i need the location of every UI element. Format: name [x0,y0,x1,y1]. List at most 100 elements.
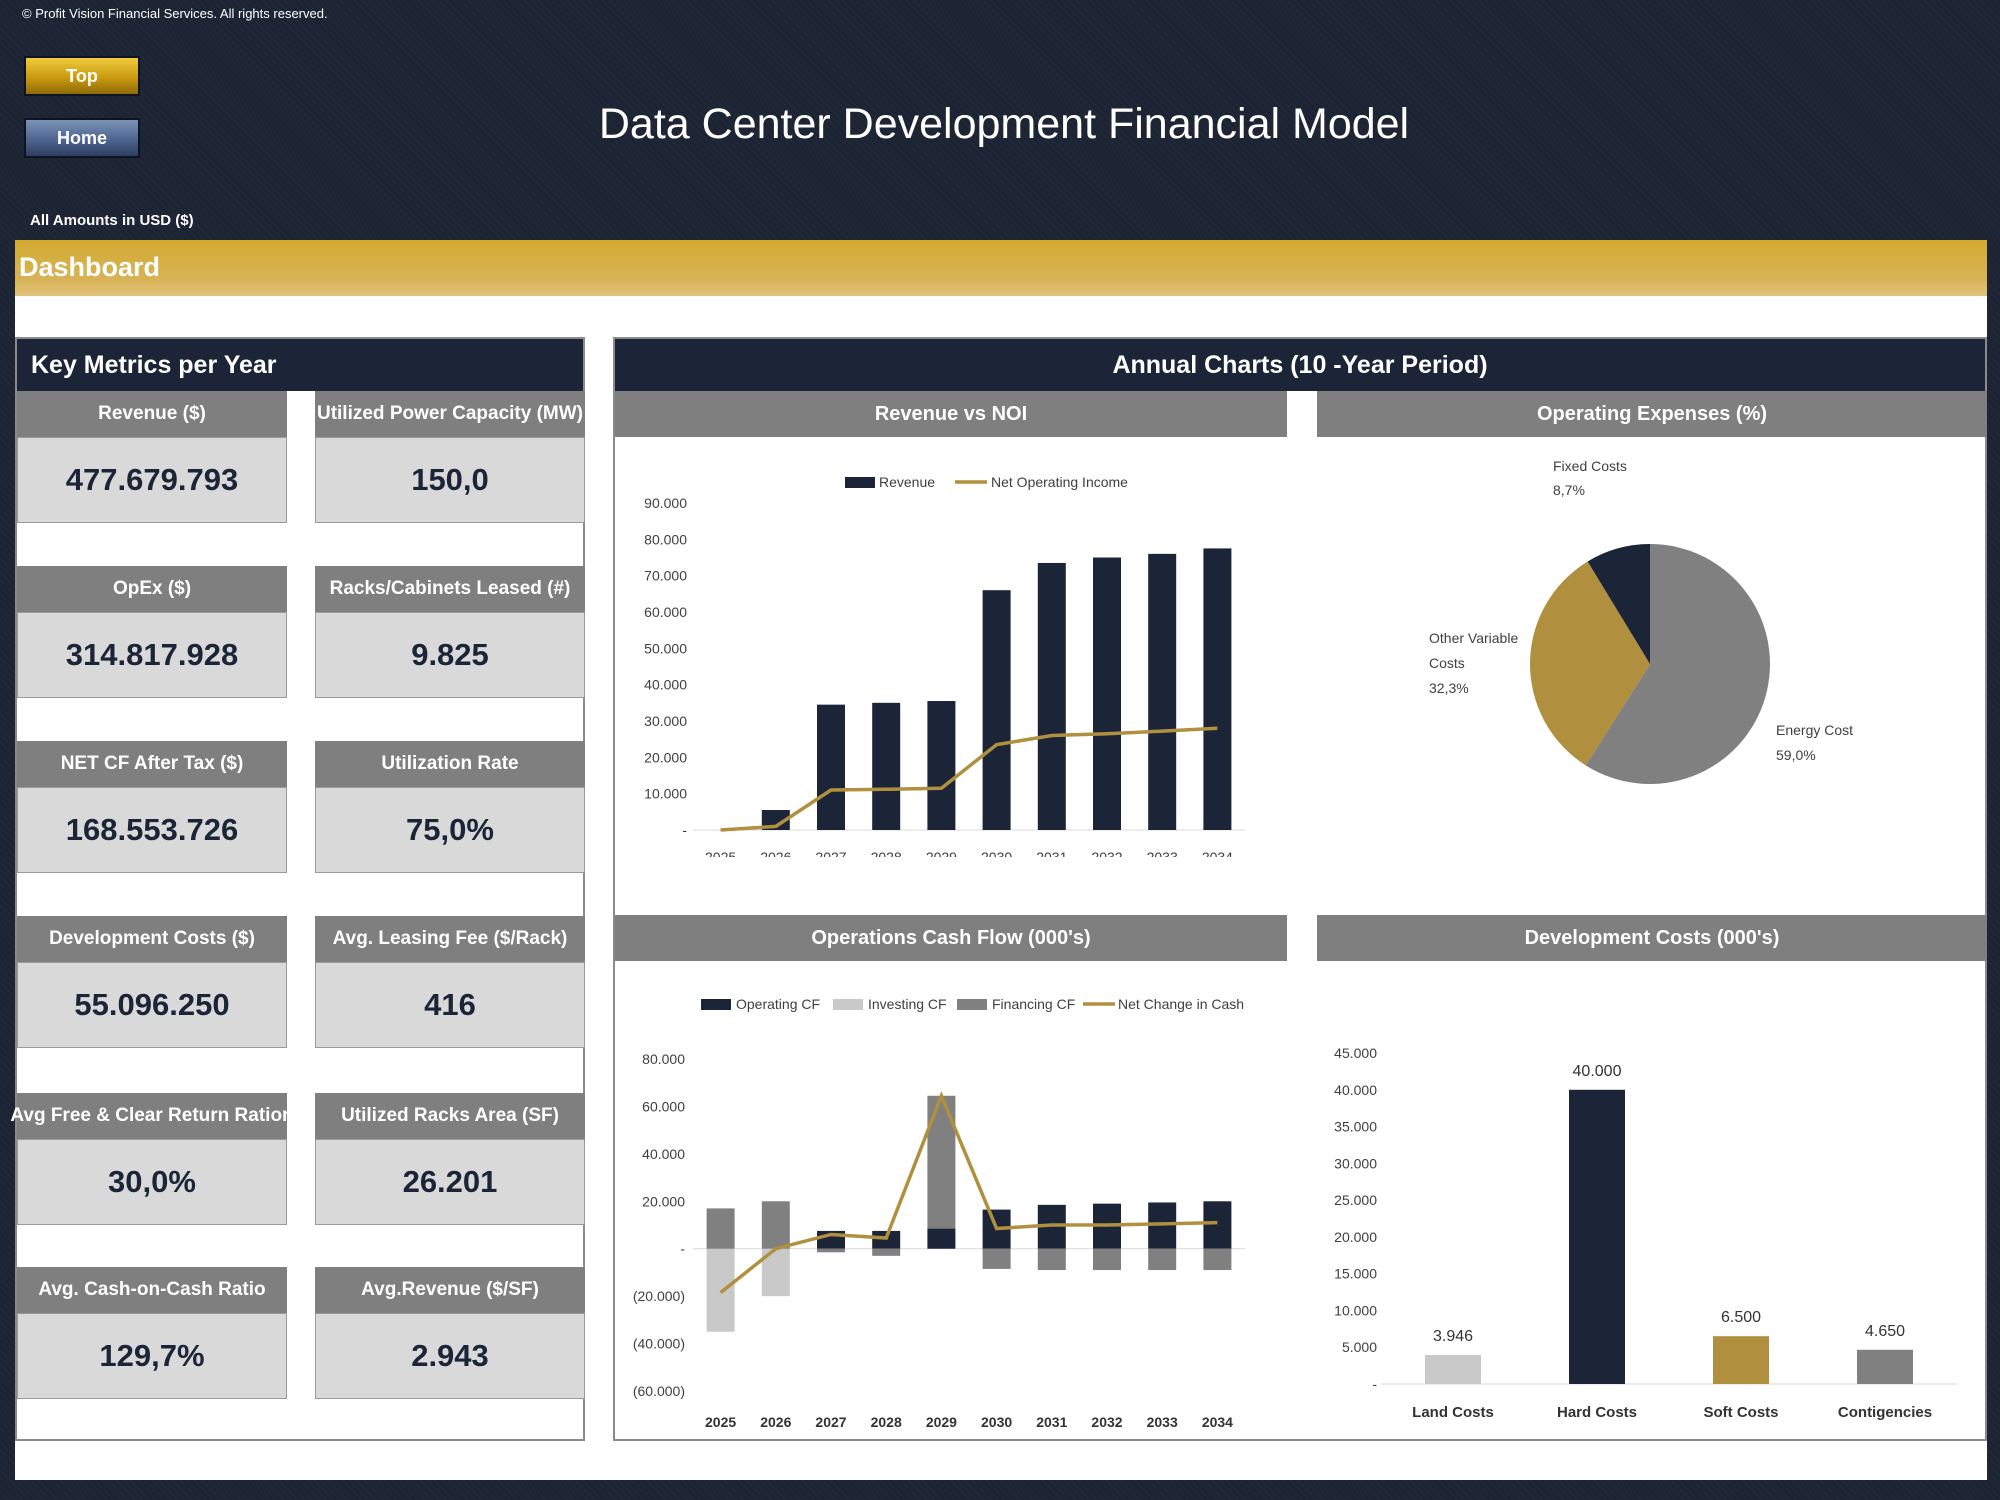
y-tick-label: 30.000 [1334,1155,1377,1171]
x-tick-label: 2032 [1091,1414,1122,1430]
investing-cf-bar [706,1248,735,1332]
x-tick-label: 2028 [871,849,902,857]
metric-value: 314.817.928 [17,612,287,698]
metric-label: Avg Free & Clear Return Ration [10,1093,294,1139]
financing-cf-bar [872,1248,901,1256]
metric-label: Utilized Power Capacity (MW) [315,391,585,437]
y-tick-label: 90.000 [644,495,687,511]
bar-data-label: 4.650 [1865,1323,1905,1340]
revenue-bar [1203,548,1232,830]
pie-value-energy: 59,0% [1776,747,1816,763]
y-tick-label: 20.000 [644,749,687,765]
pie-slice [1530,561,1650,766]
key-metrics-title: Key Metrics per Year [17,339,583,391]
x-tick-label: 2029 [926,1414,957,1430]
top-button[interactable]: Top [24,56,140,96]
y-tick-label: 60.000 [642,1098,685,1114]
development-cost-bar [1713,1336,1769,1384]
metric-label: Revenue ($) [17,391,287,437]
y-tick-label: 50.000 [644,640,687,656]
y-tick-label: 40.000 [644,677,687,693]
x-tick-label: Soft Costs [1704,1404,1779,1421]
metric-label: Racks/Cabinets Leased (#) [315,566,585,612]
x-tick-label: 2030 [981,849,1012,857]
metric-card-net-cf-after-tax: NET CF After Tax ($) 168.553.726 [17,741,287,873]
annual-charts-title: Annual Charts (10 -Year Period) [615,339,1985,391]
y-tick-label: (20.000) [633,1288,685,1304]
revenue-vs-noi-title: Revenue vs NOI [615,391,1287,437]
pie-label-energy: Energy Cost [1776,722,1853,738]
key-metrics-panel: Key Metrics per Year Revenue ($) 477.679.… [10,337,585,1441]
financing-cf-bar [706,1208,735,1249]
y-tick-label: 80.000 [642,1051,685,1067]
metric-value: 129,7% [17,1313,287,1399]
x-tick-label: 2031 [1036,849,1067,857]
metric-value: 168.553.726 [17,787,287,873]
y-tick-label: 10.000 [644,786,687,802]
pie-label-other-variable-2: Costs [1429,655,1465,671]
metric-card-revenue: Revenue ($) 477.679.793 [17,391,287,523]
metric-value: 9.825 [315,612,585,698]
legend-swatch [833,999,863,1010]
pie-value-other-variable: 32,3% [1429,680,1469,696]
y-tick-label: 35.000 [1334,1119,1377,1135]
y-tick-label: 15.000 [1334,1266,1377,1282]
revenue-vs-noi-chart: - 10.000 20.000 30.000 40.000 50.000 60.000 70.… [644,474,1245,857]
y-tick-label: (60.000) [633,1383,685,1399]
x-tick-label: 2032 [1091,849,1122,857]
metric-value: 150,0 [315,437,585,523]
revenue-bar [1148,553,1177,830]
legend-swatch-revenue [845,477,875,488]
y-tick-label: 60.000 [644,604,687,620]
metric-label: OpEx ($) [17,566,287,612]
legend-label-noi: Net Operating Income [991,474,1128,490]
revenue-bar [817,704,845,830]
x-tick-label: 2026 [760,849,791,857]
x-tick-label: Contigencies [1838,1404,1932,1421]
operations-cash-flow-chart: (60.000) (40.000) (20.000) - 20.000 40.000 60.… [633,996,1245,1430]
y-tick-label: 80.000 [644,531,687,547]
financing-cf-bar [1148,1248,1177,1271]
y-tick-label: 25.000 [1334,1192,1377,1208]
x-tick-label: 2033 [1147,849,1178,857]
metric-card-development-costs: Development Costs ($) 55.096.250 [17,916,287,1048]
bar-data-label: 3.946 [1433,1328,1473,1345]
pie-label-fixed: Fixed Costs [1553,458,1627,474]
x-tick-label: Hard Costs [1557,1404,1637,1421]
x-tick-label: 2027 [815,849,846,857]
operating-expenses-chart: Energy Cost 59,0% Other Variable Costs 32,3%… [1429,458,1853,784]
financing-cf-bar [761,1201,790,1249]
metric-value: 2.943 [315,1313,585,1399]
y-tick-label: 10.000 [1334,1302,1377,1318]
x-tick-label: 2030 [981,1414,1012,1430]
y-tick-label: 70.000 [644,568,687,584]
pie-label-other-variable: Other Variable [1429,630,1518,646]
home-button[interactable]: Home [24,118,140,158]
y-tick-label: 5.000 [1342,1339,1377,1355]
metric-label: Avg. Leasing Fee ($/Rack) [315,916,585,962]
legend-label: Net Change in Cash [1118,996,1244,1012]
y-tick-label: 40.000 [1334,1082,1377,1098]
x-tick-label: 2027 [815,1414,846,1430]
operating-cf-bar [872,1230,901,1249]
metric-label: Development Costs ($) [17,916,287,962]
revenue-bar [761,810,790,830]
annual-charts-panel: Annual Charts (10 -Year Period) Revenue … [613,337,1987,1441]
x-tick-label: 2034 [1202,849,1233,857]
y-tick-label: - [682,822,687,838]
noi-line [720,726,1218,832]
metric-card-avg-free-clear-return-ration: Avg Free & Clear Return Ration 30,0% [10,1093,294,1225]
operating-expenses-title: Operating Expenses (%) [1317,391,1987,437]
x-tick-label: 2025 [705,849,736,857]
y-tick-label: 45.000 [1334,1045,1377,1061]
financing-cf-bar [1203,1248,1232,1271]
metric-label: Avg. Cash-on-Cash Ratio [17,1267,287,1313]
revenue-bar [982,590,1011,830]
x-tick-label: 2025 [705,1414,736,1430]
operations-cash-flow-title: Operations Cash Flow (000's) [615,915,1287,961]
y-tick-label: - [1372,1376,1377,1392]
x-tick-label: 2026 [760,1414,791,1430]
metric-card-racks-cabinets-leased: Racks/Cabinets Leased (#) 9.825 [315,566,585,698]
y-tick-label: 20.000 [1334,1229,1377,1245]
y-tick-label: 30.000 [644,713,687,729]
